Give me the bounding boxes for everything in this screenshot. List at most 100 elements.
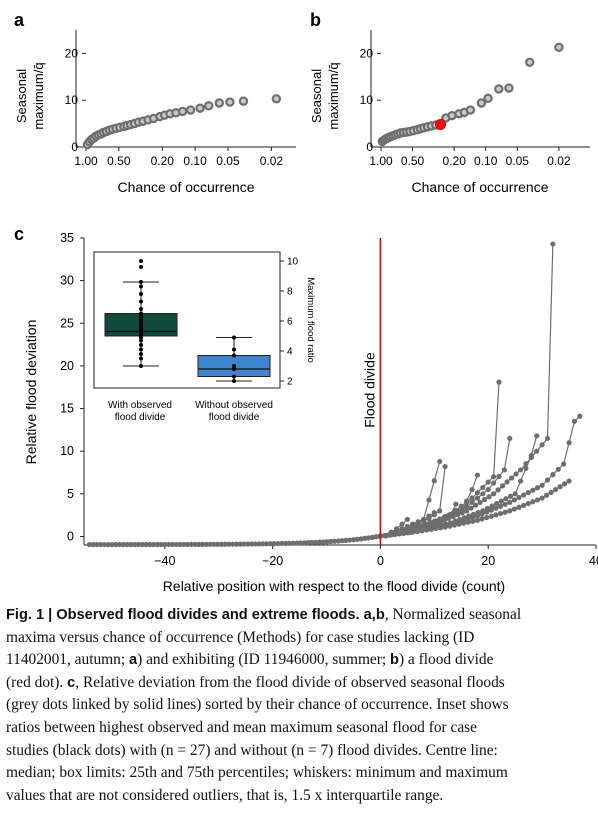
inset-y-tick-label: 8 bbox=[287, 287, 293, 298]
baseline-point bbox=[381, 532, 387, 539]
panel-b-xlabel: Chance of occurrence bbox=[412, 179, 549, 195]
baseline-point bbox=[158, 541, 164, 548]
data-point bbox=[225, 97, 235, 107]
series-point bbox=[534, 448, 540, 454]
baseline-point bbox=[181, 541, 187, 548]
series-point bbox=[469, 486, 475, 493]
series-point bbox=[497, 503, 504, 509]
x-tick-label: −20 bbox=[262, 554, 283, 568]
baseline-point bbox=[400, 530, 406, 536]
series-point bbox=[544, 435, 551, 442]
baseline-point bbox=[132, 541, 138, 548]
panel-c-label: c bbox=[14, 224, 24, 244]
series-point bbox=[482, 496, 488, 503]
y-tick-label: 35 bbox=[60, 231, 74, 245]
baseline-point bbox=[249, 541, 255, 547]
baseline-point bbox=[260, 541, 266, 547]
series-point bbox=[539, 495, 545, 501]
figure-caption: Fig. 1 | Observed flood divides and extr… bbox=[6, 604, 594, 807]
series-point bbox=[523, 465, 529, 471]
baseline-point bbox=[101, 541, 108, 548]
inset-boxes bbox=[104, 259, 271, 383]
baseline-point bbox=[267, 541, 274, 547]
baseline-point bbox=[86, 541, 92, 548]
baseline-point bbox=[154, 541, 160, 548]
panel-a-ylabel-1: Seasonal bbox=[14, 69, 29, 123]
caption-line-2: maxima versus chance of occurrence (Meth… bbox=[6, 628, 475, 646]
sample-point bbox=[139, 338, 143, 343]
baseline-point bbox=[166, 541, 172, 548]
y-tick-label: 20 bbox=[60, 359, 74, 373]
baseline-point bbox=[358, 536, 364, 542]
baseline-point bbox=[218, 541, 225, 547]
baseline-point bbox=[124, 541, 130, 548]
sample-point bbox=[139, 265, 143, 269]
data-point bbox=[214, 98, 225, 108]
sample-point bbox=[232, 367, 236, 371]
baseline-point bbox=[241, 541, 247, 547]
baseline-point bbox=[328, 538, 334, 545]
series-point bbox=[491, 491, 497, 497]
series-point bbox=[496, 473, 502, 480]
series-point bbox=[539, 482, 545, 488]
series-point bbox=[507, 499, 513, 505]
baseline-point bbox=[324, 539, 330, 545]
baseline-point bbox=[233, 541, 240, 547]
x-tick-label: 0.10 bbox=[474, 154, 498, 168]
inset-group1-label-2: flood divide bbox=[115, 412, 166, 423]
baseline-point bbox=[279, 540, 285, 547]
series-point bbox=[415, 526, 421, 532]
series-point bbox=[561, 461, 567, 467]
x-tick-label: 0.10 bbox=[183, 154, 207, 168]
inset-y-tick-label: 10 bbox=[287, 257, 299, 268]
x-tick-label: 0.50 bbox=[401, 154, 425, 168]
series-point bbox=[491, 480, 497, 486]
series-point bbox=[420, 524, 427, 531]
series-point bbox=[497, 510, 504, 517]
data-point bbox=[185, 105, 196, 115]
caption-line-9: values that are not considered outliers,… bbox=[6, 786, 444, 804]
panel-a-points bbox=[82, 94, 282, 150]
series-point bbox=[486, 494, 492, 500]
y-tick-label: 20 bbox=[360, 46, 374, 60]
baseline-point bbox=[150, 541, 157, 548]
baseline-point bbox=[271, 541, 277, 547]
y-tick-label: 10 bbox=[360, 93, 374, 107]
series-point bbox=[464, 504, 470, 510]
y-tick-label: 25 bbox=[60, 316, 74, 330]
series-point bbox=[460, 520, 467, 526]
series-point bbox=[493, 512, 499, 518]
series-point bbox=[552, 486, 559, 493]
baseline-point bbox=[226, 541, 232, 547]
sample-point bbox=[139, 326, 143, 331]
series-point bbox=[501, 467, 507, 473]
panel-a: a Seasonal maximum/q̄ 1.00 0.50 0.20 0.10 0.… bbox=[14, 10, 296, 195]
baseline-point bbox=[120, 541, 126, 548]
series-point bbox=[507, 508, 513, 514]
data-point bbox=[204, 101, 214, 111]
series-point bbox=[513, 471, 519, 477]
series-point bbox=[557, 484, 563, 490]
baseline-point bbox=[113, 541, 119, 548]
caption-ref-a: a bbox=[128, 652, 138, 669]
series-point bbox=[442, 515, 448, 521]
series-point bbox=[469, 495, 475, 501]
series-point bbox=[528, 452, 534, 459]
sample-point bbox=[139, 259, 143, 263]
series-point bbox=[504, 479, 510, 485]
baseline-point bbox=[316, 539, 323, 545]
series-point bbox=[469, 499, 475, 505]
series-point bbox=[461, 515, 467, 521]
series-point bbox=[480, 508, 486, 514]
series-point bbox=[521, 492, 527, 498]
series-point bbox=[485, 479, 491, 485]
sample-point bbox=[232, 379, 236, 383]
panel-a-xlabel: Chance of occurrence bbox=[118, 179, 255, 195]
series-point bbox=[447, 512, 454, 518]
series-point bbox=[474, 472, 481, 478]
baseline-point bbox=[98, 541, 104, 548]
data-point bbox=[271, 94, 282, 104]
series-point bbox=[502, 501, 508, 507]
y-tick-label: 15 bbox=[60, 402, 74, 416]
x-tick-label: 1.00 bbox=[74, 154, 98, 168]
